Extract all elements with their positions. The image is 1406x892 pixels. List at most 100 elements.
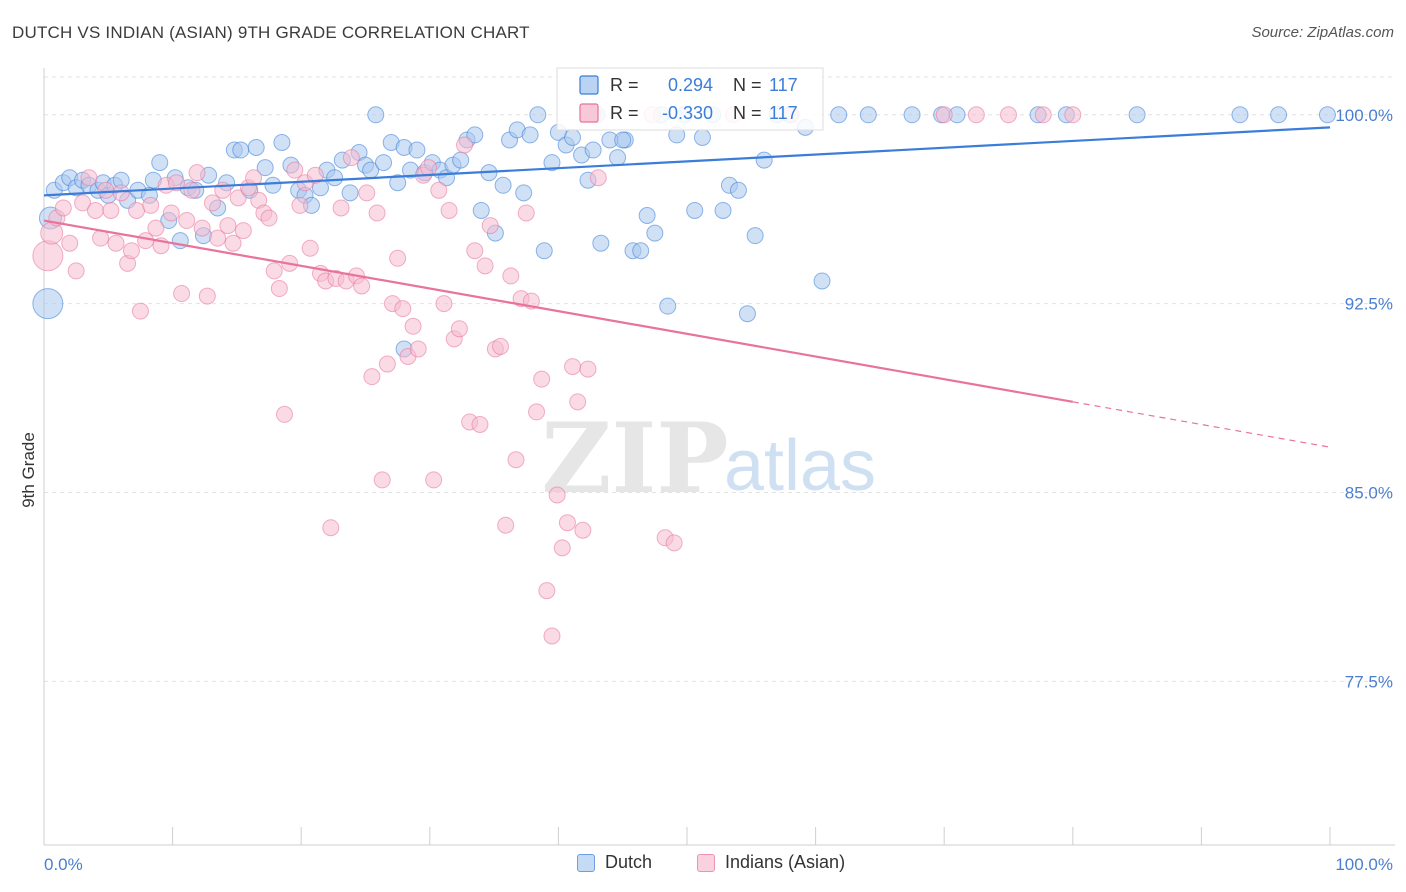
point-indians-asian-56 <box>332 199 350 217</box>
point-indians-asian-99 <box>553 539 571 557</box>
point-indians-asian-62 <box>363 368 381 386</box>
point-indians-asian-31 <box>203 194 221 212</box>
point-dutch-91 <box>693 128 711 146</box>
point-indians-asian-76 <box>435 295 453 313</box>
point-indians-asian-109 <box>665 534 683 552</box>
point-dutch-93 <box>714 201 732 219</box>
point-indians-asian-116 <box>1064 106 1082 124</box>
point-dutch-80 <box>609 149 627 167</box>
point-indians-asian-47 <box>286 161 304 179</box>
point-indians-asian-113 <box>967 106 985 124</box>
y-tick-label-0: 100.0% <box>1335 106 1393 125</box>
stats-r-value-dutch: 0.294 <box>668 75 713 95</box>
point-indians-asian-106 <box>589 169 607 187</box>
point-indians-asian-112 <box>935 106 953 124</box>
stats-r-label-dutch: R = <box>610 75 639 95</box>
point-indians-asian-10 <box>97 181 115 199</box>
point-indians-asian-25 <box>173 285 191 303</box>
point-dutch-115 <box>614 131 632 149</box>
trend-line-indians-asian <box>43 219 1073 403</box>
point-indians-asian-17 <box>131 302 149 320</box>
point-dutch-98 <box>755 151 773 169</box>
trend-line-dutch <box>43 126 1331 197</box>
trend-lines <box>43 126 1331 448</box>
point-indians-asian-51 <box>306 166 324 184</box>
point-indians-asian-3 <box>54 199 72 217</box>
point-indians-asian-102 <box>569 393 587 411</box>
point-dutch-46 <box>367 106 385 124</box>
point-indians-asian-88 <box>497 516 515 534</box>
point-indians-asian-101 <box>564 358 582 376</box>
point-dutch-40 <box>326 169 344 187</box>
point-indians-asian-5 <box>67 262 85 280</box>
watermark: ZIP atlas <box>541 402 876 515</box>
stats-r-value-indians-asian: -0.330 <box>662 103 713 123</box>
point-indians-asian-16 <box>128 201 146 219</box>
point-indians-asian-83 <box>471 415 489 433</box>
point-dutch-58 <box>452 151 470 169</box>
point-dutch-85 <box>646 224 664 242</box>
point-dutch-97 <box>746 227 764 245</box>
legend-item-dutch[interactable]: Dutch <box>577 852 652 873</box>
chart-title: DUTCH VS INDIAN (ASIAN) 9TH GRADE CORREL… <box>12 23 530 42</box>
point-indians-asian-6 <box>74 194 92 212</box>
point-indians-asian-95 <box>533 370 551 388</box>
stats-box-frame <box>556 67 824 131</box>
point-indians-asian-12 <box>107 234 125 252</box>
point-dutch-95 <box>729 181 747 199</box>
stats-legend-box: R = 0.294 N = 117 R = -0.330 N = 117 <box>556 67 824 131</box>
point-indians-asian-74 <box>425 471 443 489</box>
legend-label-dutch: Dutch <box>605 852 653 872</box>
point-indians-asian-11 <box>102 201 120 219</box>
point-indians-asian-50 <box>301 239 319 257</box>
point-indians-asian-0 <box>32 240 64 272</box>
point-indians-asian-48 <box>291 196 309 214</box>
stats-n-label-indians-asian: N = <box>733 103 762 123</box>
point-dutch-47 <box>375 154 393 172</box>
point-indians-asian-61 <box>358 184 376 202</box>
tick-labels: 100.0% 92.5% 85.0% 77.5% 0.0% 100.0% <box>44 106 1393 874</box>
point-dutch-74 <box>564 128 582 146</box>
point-indians-asian-98 <box>548 486 566 504</box>
point-dutch-71 <box>543 154 561 172</box>
point-indians-asian-79 <box>450 320 468 338</box>
point-indians-asian-4 <box>61 234 79 252</box>
point-dutch-60 <box>466 126 484 144</box>
point-dutch-17 <box>151 154 169 172</box>
point-indians-asian-65 <box>378 355 396 373</box>
point-indians-asian-103 <box>574 521 592 539</box>
y-axis-label: 9th Grade <box>19 432 38 508</box>
point-dutch-77 <box>584 141 602 159</box>
legend-item-indians-asian[interactable]: Indians (Asian) <box>697 852 845 873</box>
point-dutch-31 <box>256 159 274 177</box>
point-indians-asian-7 <box>80 169 98 187</box>
point-indians-asian-115 <box>1034 106 1052 124</box>
point-dutch-0 <box>32 288 64 320</box>
stats-n-value-dutch: 117 <box>769 75 798 95</box>
point-indians-asian-70 <box>404 317 422 335</box>
point-indians-asian-100 <box>558 514 576 532</box>
stats-swatch-indians-asian <box>579 103 599 123</box>
grid-lines <box>44 76 1395 682</box>
point-indians-asian-94 <box>528 403 546 421</box>
x-tick-label-1: 100.0% <box>1335 855 1393 874</box>
point-dutch-111 <box>1231 106 1249 124</box>
point-indians-asian-80 <box>456 136 474 154</box>
point-indians-asian-34 <box>219 217 237 235</box>
point-dutch-105 <box>903 106 921 124</box>
point-indians-asian-44 <box>270 280 288 298</box>
point-dutch-42 <box>341 184 359 202</box>
point-indians-asian-43 <box>265 262 283 280</box>
point-indians-asian-13 <box>112 184 130 202</box>
stats-n-value-indians-asian: 117 <box>769 103 798 123</box>
point-dutch-96 <box>738 305 756 323</box>
point-indians-asian-71 <box>409 340 427 358</box>
point-indians-asian-77 <box>440 201 458 219</box>
point-indians-asian-32 <box>209 229 227 247</box>
point-dutch-28 <box>232 141 250 159</box>
point-indians-asian-20 <box>147 219 165 237</box>
point-indians-asian-24 <box>167 174 185 192</box>
point-indians-asian-28 <box>188 164 206 182</box>
point-dutch-87 <box>659 297 677 315</box>
